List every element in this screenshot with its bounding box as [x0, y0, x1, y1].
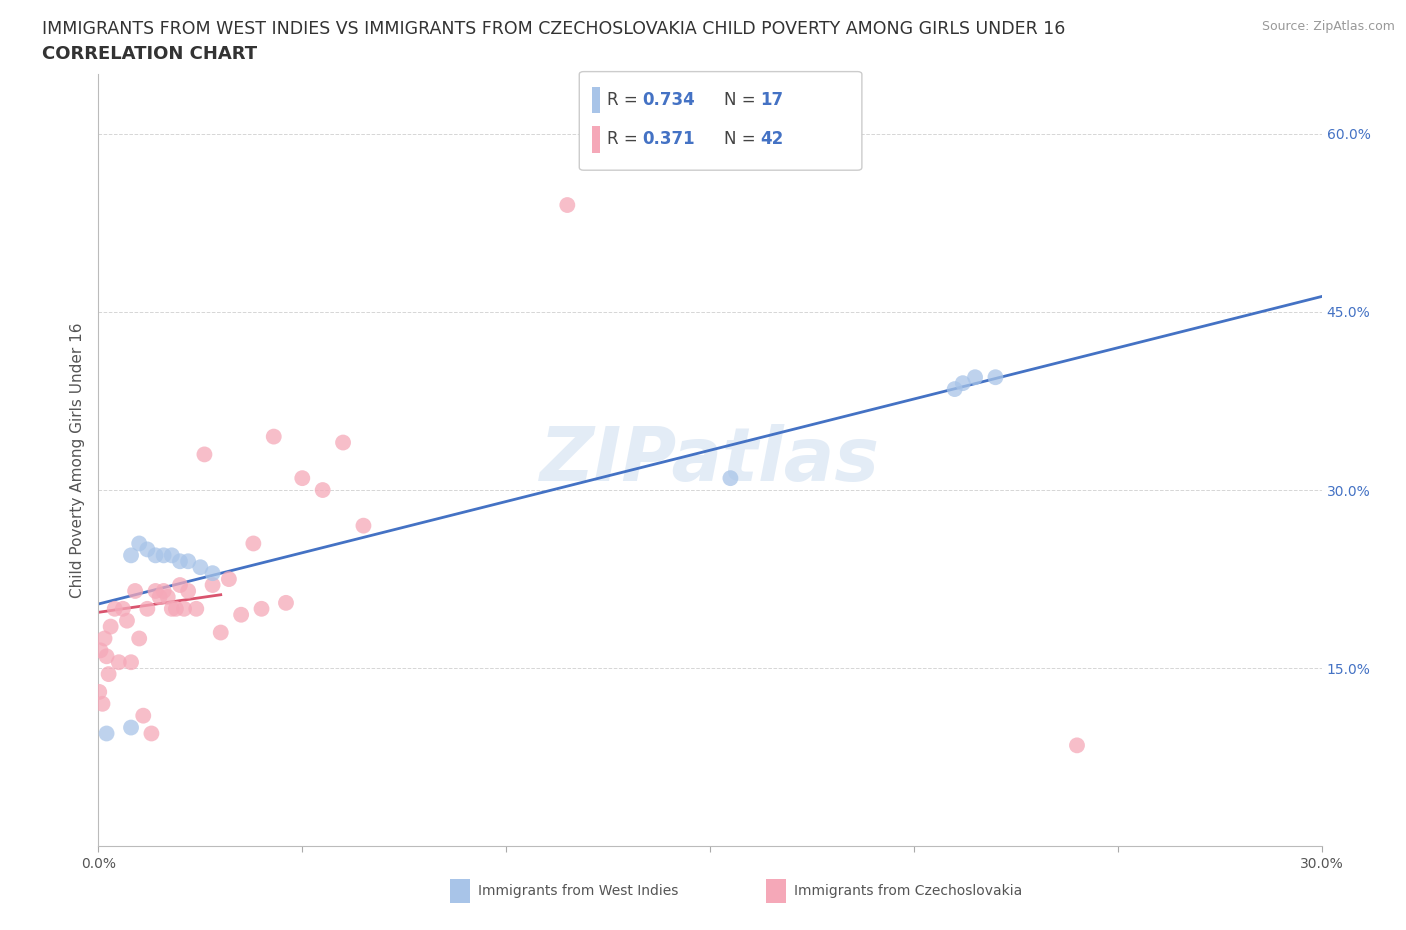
- Point: [231, 607, 253, 622]
- Point: [332, 435, 354, 450]
- Point: [149, 590, 172, 604]
- Point: [291, 471, 314, 485]
- Point: [96, 649, 118, 664]
- Point: [218, 572, 240, 587]
- Point: [156, 590, 179, 604]
- Point: [165, 602, 187, 617]
- Text: CORRELATION CHART: CORRELATION CHART: [42, 45, 257, 62]
- Point: [1066, 737, 1088, 752]
- Point: [250, 602, 273, 617]
- Point: [173, 602, 195, 617]
- Text: N =: N =: [724, 130, 766, 149]
- Text: 42: 42: [761, 130, 785, 149]
- Point: [115, 613, 138, 628]
- Text: R =: R =: [607, 130, 648, 149]
- Point: [136, 542, 159, 557]
- Point: [188, 560, 212, 575]
- Text: 0.734: 0.734: [643, 91, 696, 110]
- Point: [201, 578, 224, 592]
- Point: [152, 583, 174, 598]
- Text: Source: ZipAtlas.com: Source: ZipAtlas.com: [1261, 20, 1395, 33]
- Point: [718, 471, 742, 485]
- Text: R =: R =: [607, 91, 648, 110]
- Point: [104, 602, 127, 617]
- Point: [274, 595, 297, 610]
- Point: [128, 631, 150, 646]
- Text: 0.371: 0.371: [643, 130, 695, 149]
- Text: Immigrants from West Indies: Immigrants from West Indies: [478, 884, 679, 898]
- Point: [111, 602, 134, 617]
- Text: N =: N =: [724, 91, 766, 110]
- Point: [120, 548, 142, 563]
- Point: [160, 548, 183, 563]
- Point: [136, 602, 159, 617]
- Point: [152, 548, 174, 563]
- Text: 17: 17: [761, 91, 783, 110]
- Point: [128, 536, 150, 551]
- Point: [952, 376, 974, 391]
- Point: [91, 697, 114, 711]
- Point: [263, 429, 285, 444]
- Point: [132, 709, 155, 724]
- Point: [97, 667, 120, 682]
- Point: [100, 619, 122, 634]
- Point: [120, 655, 142, 670]
- Point: [984, 370, 1007, 385]
- Text: IMMIGRANTS FROM WEST INDIES VS IMMIGRANTS FROM CZECHOSLOVAKIA CHILD POVERTY AMON: IMMIGRANTS FROM WEST INDIES VS IMMIGRANT…: [42, 20, 1066, 38]
- Point: [943, 381, 966, 396]
- Point: [177, 554, 200, 569]
- Y-axis label: Child Poverty Among Girls Under 16: Child Poverty Among Girls Under 16: [70, 323, 86, 598]
- Point: [169, 578, 191, 592]
- Point: [141, 726, 163, 741]
- Point: [177, 583, 200, 598]
- Point: [242, 536, 264, 551]
- Point: [145, 548, 167, 563]
- Point: [93, 631, 115, 646]
- Point: [201, 565, 224, 580]
- Point: [120, 720, 142, 735]
- Point: [312, 483, 335, 498]
- Point: [169, 554, 191, 569]
- Point: [124, 583, 146, 598]
- Point: [145, 583, 167, 598]
- Text: ZIPatlas: ZIPatlas: [540, 424, 880, 497]
- Point: [555, 197, 579, 212]
- Point: [352, 518, 374, 533]
- Point: [965, 370, 987, 385]
- Point: [193, 447, 215, 462]
- Text: Immigrants from Czechoslovakia: Immigrants from Czechoslovakia: [794, 884, 1022, 898]
- Point: [209, 625, 232, 640]
- Point: [160, 602, 183, 617]
- Point: [108, 655, 131, 670]
- Point: [89, 643, 111, 658]
- Point: [89, 684, 111, 699]
- Point: [186, 602, 208, 617]
- Point: [96, 726, 118, 741]
